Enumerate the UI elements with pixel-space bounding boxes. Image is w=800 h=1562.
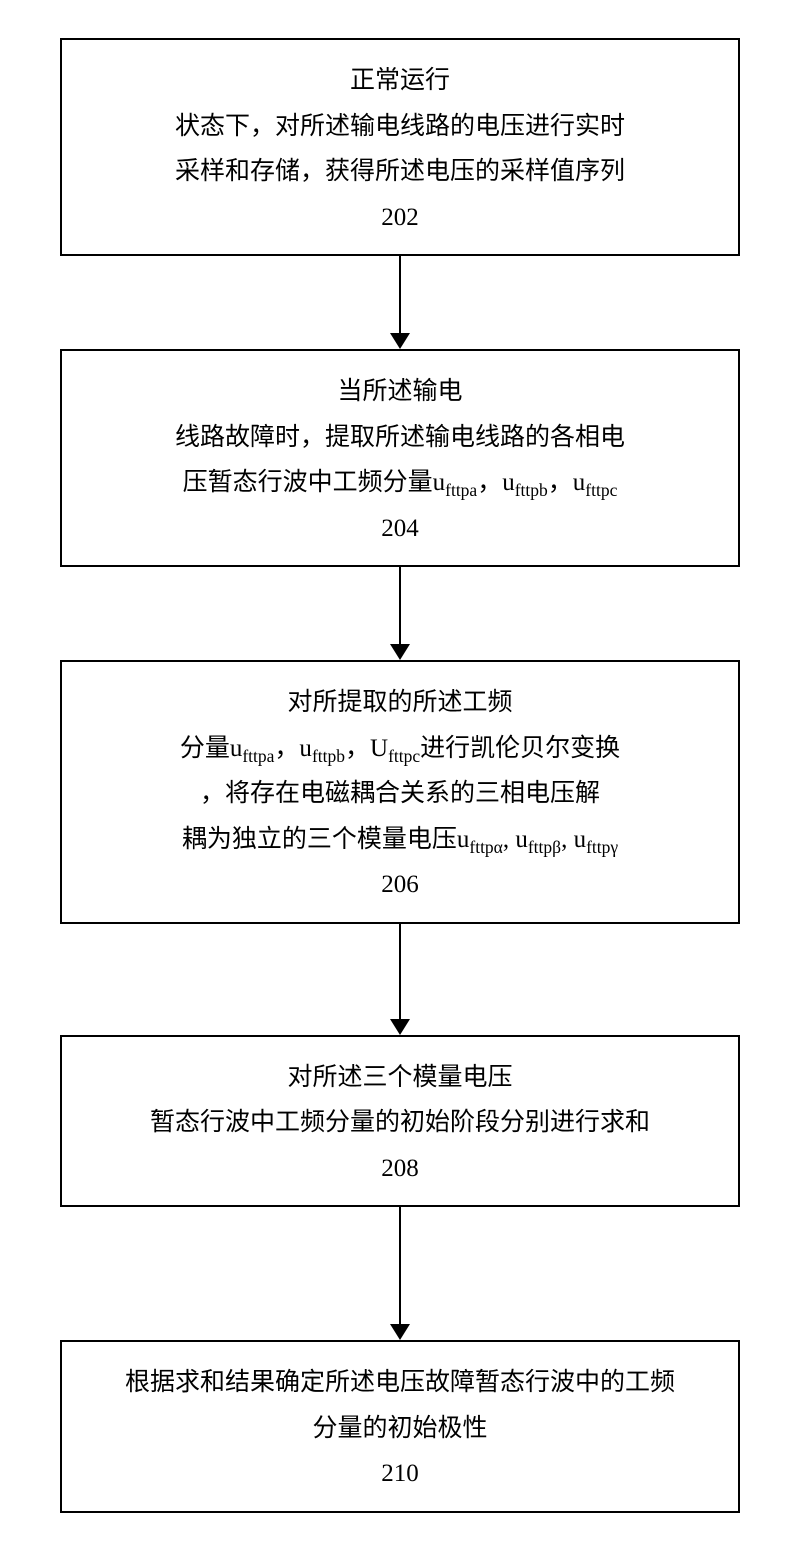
node-text-line: 对所述三个模量电压 <box>88 1055 712 1101</box>
arrow-head-icon <box>390 1019 410 1035</box>
node-text-line: 正常运行 <box>88 58 712 104</box>
node-text-line: 分量的初始极性 <box>88 1406 712 1452</box>
node-text-line: 压暂态行波中工频分量ufttpa，ufttpb，ufttpc <box>88 460 712 506</box>
flow-node-202: 正常运行状态下，对所述输电线路的电压进行实时采样和存储，获得所述电压的采样值序列… <box>60 38 740 256</box>
node-text-line: 当所述输电 <box>88 369 712 415</box>
node-text-line: 对所提取的所述工频 <box>88 680 712 726</box>
arrow-shaft <box>399 1207 401 1325</box>
arrow-head-icon <box>390 1324 410 1340</box>
arrow-head-icon <box>390 644 410 660</box>
arrow-shaft <box>399 924 401 1020</box>
node-text-line: 分量ufttpa，ufttpb，Ufttpc进行凯伦贝尔变换 <box>88 726 712 772</box>
node-ref-number: 206 <box>88 862 712 908</box>
flow-arrow <box>390 924 410 1035</box>
node-text-line: 采样和存储，获得所述电压的采样值序列 <box>88 149 712 195</box>
arrow-shaft <box>399 567 401 645</box>
flow-node-210: 根据求和结果确定所述电压故障暂态行波中的工频分量的初始极性210 <box>60 1340 740 1513</box>
flow-node-204: 当所述输电线路故障时，提取所述输电线路的各相电压暂态行波中工频分量ufttpa，… <box>60 349 740 567</box>
node-text-line: 耦为独立的三个模量电压ufttpα, ufttpβ, ufttpγ <box>88 817 712 863</box>
node-text-line: 线路故障时，提取所述输电线路的各相电 <box>88 415 712 461</box>
node-text-line: ，将存在电磁耦合关系的三相电压解 <box>88 771 712 817</box>
arrow-shaft <box>399 256 401 334</box>
flow-node-208: 对所述三个模量电压暂态行波中工频分量的初始阶段分别进行求和208 <box>60 1035 740 1208</box>
flow-node-206: 对所提取的所述工频分量ufttpa，ufttpb，Ufttpc进行凯伦贝尔变换，… <box>60 660 740 924</box>
node-ref-number: 208 <box>88 1146 712 1192</box>
flow-arrow <box>390 1207 410 1340</box>
flow-arrow <box>390 567 410 660</box>
flowchart-container: 正常运行状态下，对所述输电线路的电压进行实时采样和存储，获得所述电压的采样值序列… <box>52 38 748 1513</box>
arrow-head-icon <box>390 333 410 349</box>
node-ref-number: 202 <box>88 195 712 241</box>
node-ref-number: 204 <box>88 506 712 552</box>
node-text-line: 状态下，对所述输电线路的电压进行实时 <box>88 104 712 150</box>
node-text-line: 根据求和结果确定所述电压故障暂态行波中的工频 <box>88 1360 712 1406</box>
node-ref-number: 210 <box>88 1451 712 1497</box>
flow-arrow <box>390 256 410 349</box>
node-text-line: 暂态行波中工频分量的初始阶段分别进行求和 <box>88 1100 712 1146</box>
